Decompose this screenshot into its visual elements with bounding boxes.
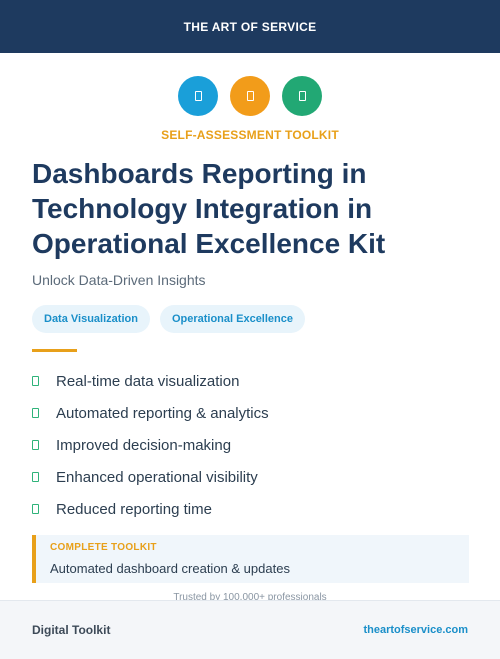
document-icon (230, 76, 270, 116)
list-item: Automated reporting & analytics (32, 397, 269, 429)
brand-name: THE ART OF SERVICE (183, 19, 317, 34)
document-glyph (246, 91, 254, 101)
tag-data-visualization: Data Visualization (32, 305, 150, 333)
footer-label: Digital Toolkit (32, 623, 111, 637)
callout-text: Automated dashboard creation & updates (50, 561, 290, 576)
list-item: Real-time data visualization (32, 365, 269, 397)
footer: Digital Toolkit theartofservice.com (0, 600, 500, 659)
page-title: Dashboards Reporting in Technology Integ… (32, 158, 386, 259)
website-link[interactable]: theartofservice.com (363, 624, 468, 636)
document-icon (178, 76, 218, 116)
accent-divider (32, 349, 77, 352)
check-icon (32, 440, 39, 450)
document-icon (282, 76, 322, 116)
feature-text: Improved decision-making (56, 436, 232, 454)
eyebrow-label: SELF-ASSESSMENT TOOLKIT (161, 128, 339, 142)
feature-list: Real-time data visualization Automated r… (32, 365, 269, 525)
list-item: Improved decision-making (32, 429, 269, 461)
list-item: Reduced reporting time (32, 493, 269, 525)
feature-text: Reduced reporting time (56, 500, 212, 518)
feature-text: Real-time data visualization (56, 372, 240, 390)
icon-row (0, 76, 500, 116)
subtitle: Unlock Data-Driven Insights (32, 272, 206, 288)
check-icon (32, 504, 39, 514)
tag-operational-excellence: Operational Excellence (159, 305, 305, 333)
check-icon (32, 408, 39, 418)
top-banner: THE ART OF SERVICE (0, 0, 500, 53)
document-glyph (298, 91, 306, 101)
document-glyph (194, 91, 202, 101)
check-icon (32, 472, 39, 482)
feature-text: Enhanced operational visibility (56, 468, 258, 486)
callout-box: COMPLETE TOOLKIT Automated dashboard cre… (32, 535, 469, 583)
tag-list: Data Visualization Operational Excellenc… (32, 305, 305, 333)
check-icon (32, 376, 39, 386)
callout-label: COMPLETE TOOLKIT (50, 542, 157, 553)
feature-text: Automated reporting & analytics (56, 404, 269, 422)
list-item: Enhanced operational visibility (32, 461, 269, 493)
trusted-note: Trusted by 100,000+ professionals (173, 592, 327, 601)
